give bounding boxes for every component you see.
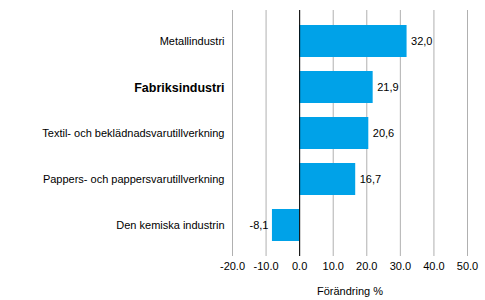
svg-text:20.0: 20.0 [356, 260, 377, 272]
svg-text:Textil- och beklädnadsvarutill: Textil- och beklädnadsvarutillverkning [42, 127, 224, 139]
svg-text:Pappers- och pappersvarutillve: Pappers- och pappersvarutillverkning [43, 173, 225, 185]
svg-text:Metallindustri: Metallindustri [160, 35, 225, 47]
svg-text:Den kemiska industrin: Den kemiska industrin [116, 219, 224, 231]
svg-text:10.0: 10.0 [323, 260, 344, 272]
svg-text:0.0: 0.0 [292, 260, 307, 272]
svg-text:16,7: 16,7 [360, 173, 381, 185]
svg-text:32,0: 32,0 [411, 35, 432, 47]
svg-text:-10.0: -10.0 [254, 260, 279, 272]
svg-text:21,9: 21,9 [377, 81, 398, 93]
svg-text:20,6: 20,6 [373, 127, 394, 139]
svg-text:-20.0: -20.0 [220, 260, 245, 272]
svg-text:Fabriksindustri: Fabriksindustri [134, 81, 224, 95]
svg-text:30.0: 30.0 [390, 260, 411, 272]
svg-text:-8,1: -8,1 [249, 219, 268, 231]
svg-text:50.0: 50.0 [457, 260, 478, 272]
svg-text:40.0: 40.0 [423, 260, 444, 272]
svg-text:Förändring %: Förändring % [317, 285, 383, 297]
